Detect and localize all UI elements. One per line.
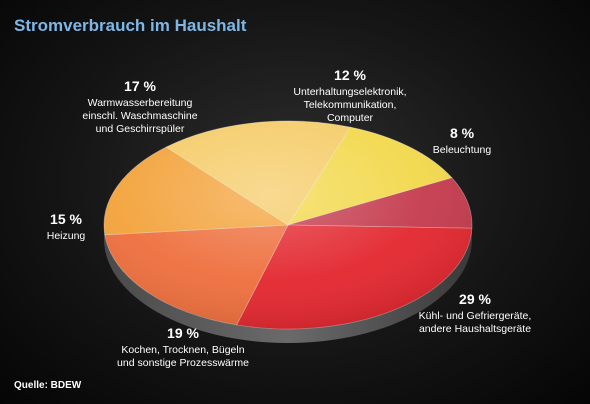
- pie-top: [103, 120, 473, 330]
- slice-2-label-line-1: Beleuchtung: [433, 144, 492, 156]
- pie-gloss: [104, 121, 472, 329]
- slice-6-percent: 17 %: [124, 78, 156, 94]
- slice-6-label-line-2: einschl. Waschmaschine: [82, 110, 197, 122]
- slice-1-percent: 12 %: [334, 67, 366, 83]
- slice-1-label-line-3: Computer: [327, 112, 374, 124]
- slice-4-label-line-2: und sonstige Prozesswärme: [117, 357, 249, 369]
- slice-3-percent: 29 %: [459, 291, 491, 307]
- slice-4-label-line-1: Kochen, Trocknen, Bügeln: [121, 344, 244, 356]
- pie-labels: 12 % Unterhaltungselektronik,Telekommunik…: [47, 67, 532, 369]
- slice-1-label-line-2: Telekommunikation,: [304, 99, 397, 111]
- slice-3-label-line-2: andere Haushaltsgeräte: [419, 323, 531, 335]
- slice-3-label-line-1: Kühl- und Gefriergeräte,: [419, 310, 532, 322]
- source-note: Quelle: BDEW: [14, 380, 82, 391]
- slice-6-label-line-3: und Geschirrspüler: [96, 123, 185, 135]
- slice-1-label-line-1: Unterhaltungselektronik,: [293, 86, 406, 98]
- slice-6-label-line-1: Warmwasserbereitung: [88, 97, 193, 109]
- slice-2-percent: 8 %: [450, 125, 475, 141]
- slice-5-label-line-1: Heizung: [47, 230, 86, 242]
- page-title: Stromverbrauch im Haushalt: [14, 16, 247, 35]
- slice-4-percent: 19 %: [167, 325, 199, 341]
- slice-5-percent: 15 %: [50, 211, 82, 227]
